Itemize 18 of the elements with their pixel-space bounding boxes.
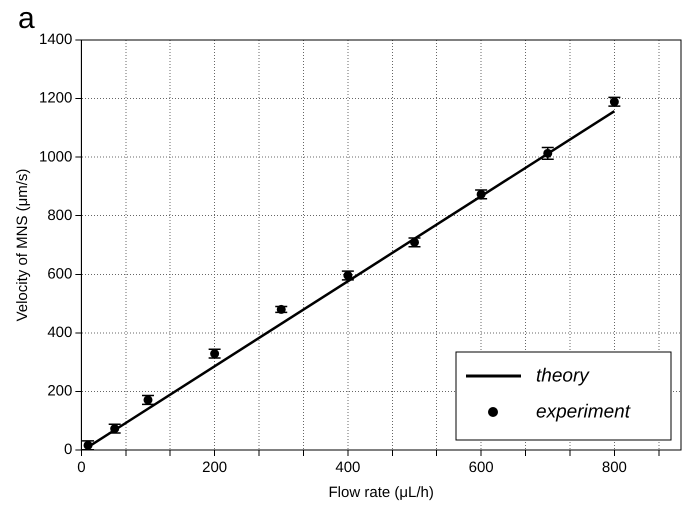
y-tick-label: 400 — [47, 324, 72, 341]
y-tick-label: 1000 — [38, 148, 72, 166]
chart-title: a — [18, 2, 35, 36]
x-tick-label: 0 — [77, 459, 86, 476]
x-axis-title: Flow rate (μL/h) — [328, 484, 434, 502]
legend-label: experiment — [536, 401, 631, 422]
x-tick-label: 800 — [602, 459, 627, 476]
y-tick-label: 1200 — [38, 90, 72, 107]
y-tick-label: 200 — [47, 382, 72, 400]
y-tick-label: 0 — [64, 441, 72, 458]
x-tick-label: 200 — [202, 459, 228, 476]
y-tick-label: 600 — [47, 265, 72, 282]
x-tick-label: 600 — [468, 459, 494, 476]
y-tick-label: 800 — [47, 206, 72, 224]
y-tick-label: 1400 — [38, 31, 72, 48]
y-axis-title: Velocity of MNS (μm/s) — [14, 168, 32, 322]
x-tick-label: 400 — [335, 459, 360, 476]
legend-label: theory — [536, 365, 590, 386]
